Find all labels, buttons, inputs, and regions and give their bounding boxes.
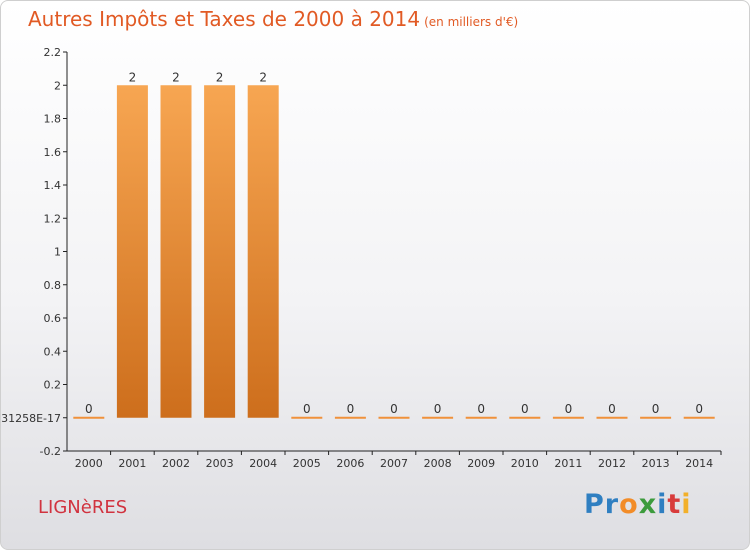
bar-2002: [160, 85, 192, 418]
bar-2010: [509, 416, 541, 419]
bar-2003: [204, 85, 236, 418]
bar-2008: [422, 416, 454, 419]
x-tick-label: 2006: [336, 457, 364, 470]
bar-2000: [73, 416, 105, 419]
logo-letter: r: [604, 489, 620, 520]
chart-title-text: Autres Impôts et Taxes de 2000 à 2014: [28, 7, 421, 31]
x-tick-label: 2001: [118, 457, 146, 470]
data-label: 2: [216, 70, 224, 84]
labels: 2000 0 2001 2 2002 2 2003 2 2004 2 2005 0 2006 0 2007 0…: [75, 70, 713, 470]
y-tick-label: 0.6: [44, 312, 62, 325]
y-tick-label: 2.2: [44, 46, 62, 59]
data-label: 2: [129, 70, 137, 84]
x-tick-label: 2011: [554, 457, 582, 470]
x-tick-label: 2013: [642, 457, 670, 470]
bar-2014: [683, 416, 715, 419]
data-label: 2: [259, 70, 267, 84]
bar-2012: [596, 416, 628, 419]
data-label: 0: [390, 402, 398, 416]
bar-2013: [640, 416, 672, 419]
axes: 2.2 2 1.8 1.6 1.4 1.2 1 0.8 0.6 0.4 0.2 -5.55111512…: [1, 46, 722, 458]
chart-subtitle: (en milliers d'€): [424, 15, 519, 29]
y-tick-label: 1.2: [44, 212, 62, 225]
logo-letter: t: [667, 489, 682, 520]
logo-letter: P: [584, 489, 605, 520]
x-tick-label: 2014: [685, 457, 713, 470]
proxiti-logo: Proxiti: [584, 489, 692, 520]
data-label: 0: [347, 402, 355, 416]
logo-letter: o: [619, 489, 639, 520]
y-tick-label: 1.4: [44, 179, 62, 192]
y-tick-label: -5.5511151231258E-17: [1, 412, 61, 425]
data-label: 0: [303, 402, 311, 416]
logo-letter: i: [681, 489, 692, 520]
bar-2004: [247, 85, 279, 418]
y-tick-label: 0.4: [44, 345, 62, 358]
x-tick-label: 2009: [467, 457, 495, 470]
y-tick-label: 0.2: [44, 379, 62, 392]
data-label: 0: [608, 402, 616, 416]
x-tick-label: 2000: [75, 457, 103, 470]
x-tick-label: 2008: [424, 457, 452, 470]
x-tick-label: 2010: [511, 457, 539, 470]
bar-2001: [116, 85, 148, 418]
y-tick-label: 0.8: [44, 279, 62, 292]
y-tick-label: 1: [54, 246, 61, 259]
data-label: 0: [85, 402, 93, 416]
logo-letter: x: [638, 489, 658, 520]
chart-title: Autres Impôts et Taxes de 2000 à 2014 (en…: [28, 7, 518, 31]
commune-name: LIGNèRES: [38, 497, 128, 518]
data-label: 0: [521, 402, 529, 416]
x-tick-label: 2005: [293, 457, 321, 470]
x-tick-label: 2003: [206, 457, 234, 470]
data-label: 0: [477, 402, 485, 416]
y-tick-label: -0.2: [40, 445, 61, 458]
data-label: 0: [652, 402, 660, 416]
data-label: 0: [695, 402, 703, 416]
bar-2009: [465, 416, 497, 419]
data-label: 0: [565, 402, 573, 416]
y-tick-label: 1.6: [44, 146, 62, 159]
x-tick-label: 2002: [162, 457, 190, 470]
bar-2005: [291, 416, 323, 419]
bar-2007: [378, 416, 410, 419]
y-tick-label: 1.8: [44, 113, 62, 126]
x-tick-label: 2012: [598, 457, 626, 470]
bars: [73, 85, 715, 419]
x-tick-label: 2004: [249, 457, 277, 470]
y-tick-label: 2: [54, 79, 61, 92]
logo-letter: i: [657, 489, 668, 520]
bar-2011: [552, 416, 584, 419]
data-label: 2: [172, 70, 180, 84]
bar-2006: [334, 416, 366, 419]
data-label: 0: [434, 402, 442, 416]
x-tick-label: 2007: [380, 457, 408, 470]
